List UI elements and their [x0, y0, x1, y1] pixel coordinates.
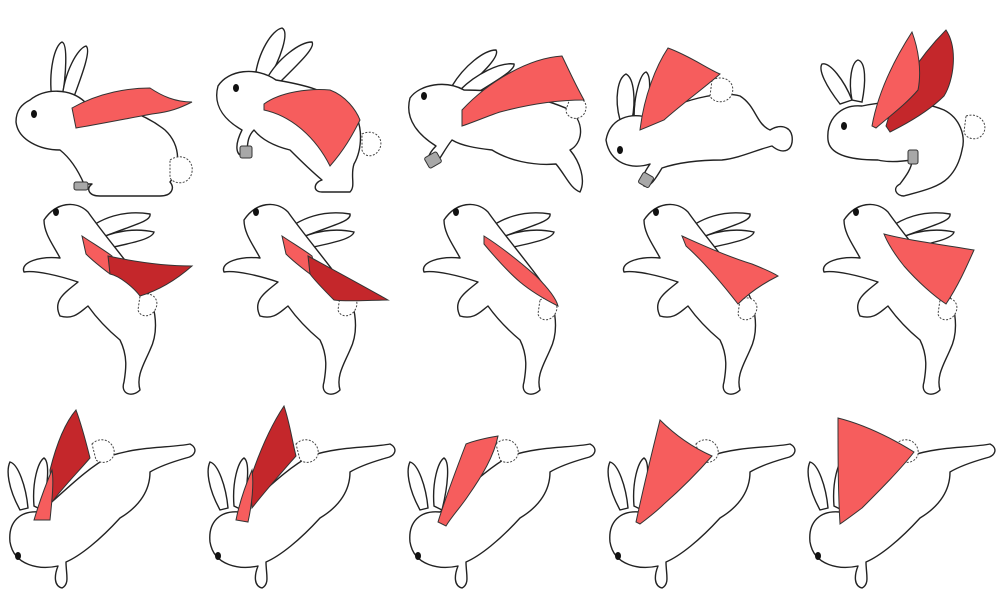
sprite-frame — [807, 417, 996, 589]
sprite-frame — [622, 203, 779, 395]
sprite-frame — [605, 47, 793, 188]
sprite-frame — [7, 409, 196, 589]
sprite-frame — [822, 203, 975, 395]
sprite-frame — [408, 49, 587, 193]
sprite-row-fall — [7, 404, 996, 589]
sprite-row-jump-up — [22, 203, 975, 395]
sprite-frame — [15, 41, 193, 197]
sprite-row-run — [15, 27, 986, 197]
sprite-frame — [216, 27, 382, 193]
sprite-frame — [22, 203, 194, 395]
sprite-frame — [407, 435, 596, 589]
sprite-frame — [207, 404, 396, 589]
sprite-frame — [422, 203, 559, 395]
sprite-frame — [222, 203, 390, 395]
sprite-frame — [820, 29, 986, 197]
sprite-frame — [607, 419, 796, 589]
